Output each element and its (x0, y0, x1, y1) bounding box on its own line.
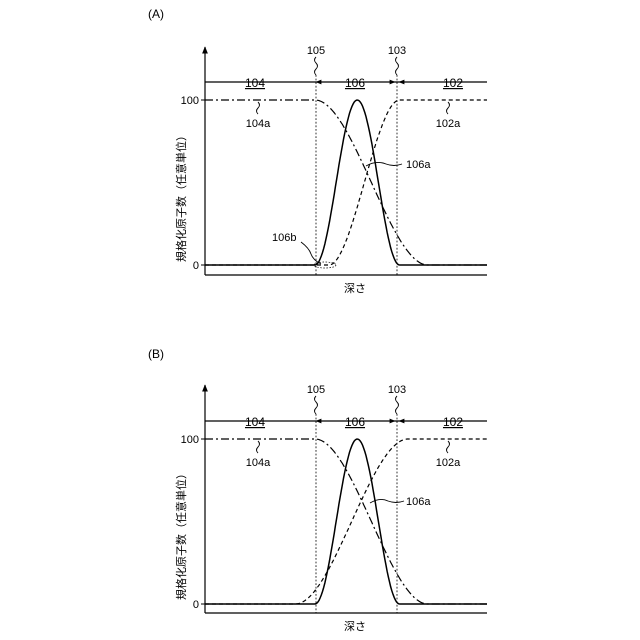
region-label-104: 104 (245, 415, 265, 429)
panel-b: (B) 規格化原子数（任意単位） 深さ 100 0 104 106 102 10… (148, 347, 487, 633)
region-label-102: 102 (443, 415, 463, 429)
leader-squiggle (257, 441, 260, 453)
y-tick-label: 100 (181, 434, 199, 446)
y-tick-label: 100 (181, 95, 199, 107)
boundary-label-105: 105 (307, 384, 325, 396)
region-label-104: 104 (245, 76, 265, 90)
leader-squiggle (315, 396, 318, 414)
annotation-106a: 106a (406, 496, 431, 508)
series-label-104a: 104a (246, 457, 271, 469)
x-axis-label: 深さ (344, 620, 366, 633)
panel-a: (A) 規格化原子数（任意単位） 深さ 100 0 104 106 102 10… (148, 7, 487, 295)
annotation-106a: 106a (406, 159, 431, 171)
leader-line (301, 242, 321, 264)
leader-squiggle (315, 57, 318, 75)
leader-squiggle (447, 441, 450, 453)
boundary-label-103: 103 (388, 45, 406, 57)
y-tick-label: 0 (193, 260, 199, 272)
leader-squiggle (396, 57, 399, 75)
x-axis-label: 深さ (344, 282, 366, 295)
region-label-102: 102 (443, 76, 463, 90)
leader-squiggle (396, 396, 399, 414)
y-tick-label: 0 (193, 599, 199, 611)
region-label-106: 106 (345, 415, 365, 429)
series-label-102a: 102a (436, 118, 461, 130)
leader-squiggle (447, 102, 450, 114)
annotation-106b: 106b (272, 232, 296, 244)
y-axis-label: 規格化原子数（任意単位） (174, 130, 188, 262)
boundary-label-103: 103 (388, 384, 406, 396)
series-label-102a: 102a (436, 457, 461, 469)
region-label-106: 106 (345, 76, 365, 90)
panel-label: (A) (148, 7, 164, 21)
boundary-label-105: 105 (307, 45, 325, 57)
series-label-104a: 104a (246, 118, 271, 130)
leader-squiggle (257, 102, 260, 114)
y-axis-label: 規格化原子数（任意単位） (174, 468, 188, 600)
panel-label: (B) (148, 347, 164, 361)
